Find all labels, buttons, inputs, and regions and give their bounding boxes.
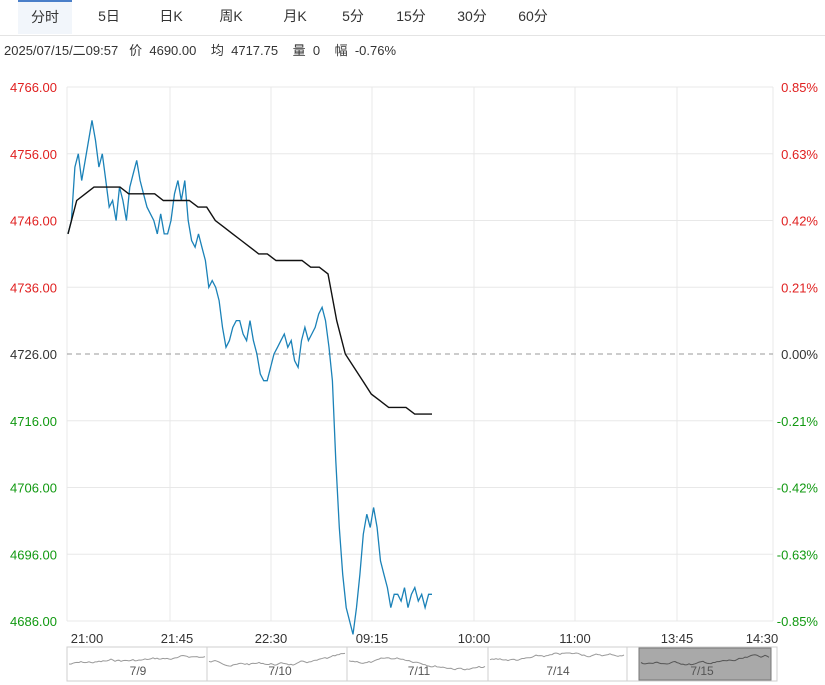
navigator-line-0 [68,654,206,665]
pct-tick-label: -0.63% [777,547,819,562]
pct-tick-label: -0.21% [777,414,819,429]
tab-3[interactable]: 周K [219,8,243,24]
x-tick-label: 09:15 [356,631,389,646]
pct-tick-label: -0.42% [777,481,819,496]
tab-1[interactable]: 5日 [98,8,120,24]
y-tick-label: 4736.00 [10,280,57,295]
period-tabs: 分时 5日 日K 周K 月K 5分 15分 30分 60分 [0,0,825,36]
pct-tick-label: 0.85% [781,80,818,95]
tab-6[interactable]: 15分 [396,8,426,24]
navigator-date-label: 7/9 [130,664,147,678]
y-tick-label: 4686.00 [10,614,57,629]
navigator-date-label: 7/11 [408,664,431,678]
navigator-line-1 [208,652,346,667]
pct-tick-label: 0.63% [781,147,818,162]
y-tick-label: 4716.00 [10,414,57,429]
pct-tick-label: 0.00% [781,347,818,362]
navigator-date-label: 7/15 [690,664,714,678]
navigator-line-3 [489,652,625,662]
pct-tick-label: 0.42% [781,214,818,229]
tab-7[interactable]: 30分 [457,8,487,24]
x-tick-label: 21:00 [71,631,104,646]
range-label: 幅 [334,43,348,58]
y-tick-label: 4766.00 [10,80,57,95]
avg-value: 4717.75 [231,43,279,58]
y-tick-label: 4746.00 [10,214,57,229]
intraday-chart: 4766.00 0.85% 4756.00 0.63% 4746.00 0.42% 4736… [10,80,819,682]
tab-8[interactable]: 60分 [518,8,548,24]
tab-4[interactable]: 月K [283,8,307,24]
tab-2[interactable]: 日K [159,8,183,24]
x-tick-label: 22:30 [255,631,288,646]
navigator-date-label: 7/14 [546,664,570,678]
volume-value: 0 [312,43,321,58]
pct-tick-label: 0.21% [781,280,818,295]
quote-datetime: 2025/07/15/二09:57 [4,43,119,58]
navigator-date-label: 7/10 [268,664,292,678]
x-tick-label: 14:30 [746,631,779,646]
price-value: 4690.00 [149,43,197,58]
volume-label: 量 [292,43,306,58]
tab-0[interactable]: 分时 [18,0,72,34]
y-tick-label: 4756.00 [10,147,57,162]
average-price-line [67,186,432,415]
navigator-line-2 [348,657,486,671]
navigator-line-4 [640,654,770,666]
price-line [67,120,432,635]
x-tick-label: 13:45 [661,631,694,646]
x-tick-label: 21:45 [161,631,194,646]
range-value: -0.76% [354,43,397,58]
x-tick-label: 11:00 [559,631,591,646]
avg-label: 均 [210,43,224,58]
quote-info-bar: 2025/07/15/二09:57 价 4690.00 均 4717.75 量 … [4,40,396,62]
tab-5[interactable]: 5分 [342,8,364,24]
y-tick-label: 4696.00 [10,547,57,562]
pct-tick-label: -0.85% [777,614,819,629]
y-tick-label: 4706.00 [10,481,57,496]
x-tick-label: 10:00 [458,631,491,646]
y-tick-label: 4726.00 [10,347,57,362]
price-label: 价 [129,43,143,58]
